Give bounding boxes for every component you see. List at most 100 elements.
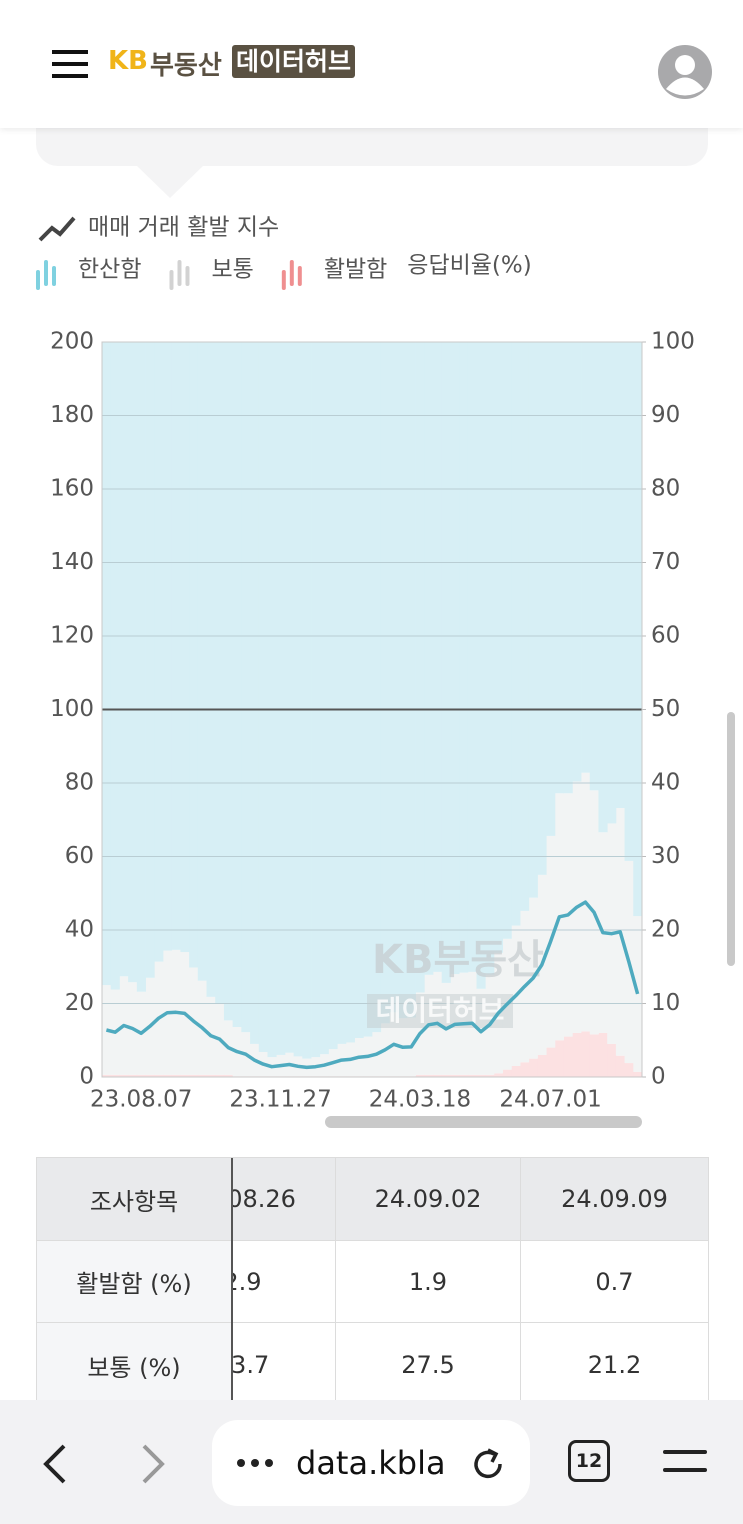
bar-segment xyxy=(589,1034,599,1077)
bar-segment xyxy=(467,342,477,972)
bar-segment xyxy=(189,1074,199,1077)
bar-segment xyxy=(476,342,486,989)
bar-segment xyxy=(389,342,399,1013)
bar-segment xyxy=(537,342,547,875)
y-tick-label: 40 xyxy=(65,917,94,943)
y-tick-label: 180 xyxy=(50,402,94,428)
bar-segment xyxy=(215,1074,225,1077)
bar-segment xyxy=(615,342,625,808)
table-cell: 24.09.02 xyxy=(336,1158,521,1241)
bar-segment xyxy=(337,342,347,1044)
bar-segment xyxy=(119,342,129,977)
bar-segment xyxy=(415,1074,425,1077)
bar-segment xyxy=(415,342,425,993)
y-tick-label: 60 xyxy=(65,843,94,869)
back-button[interactable] xyxy=(40,1442,70,1486)
bar-segment xyxy=(537,1054,547,1077)
y2-tick-label: 70 xyxy=(651,549,680,575)
bar-segment xyxy=(476,1074,486,1077)
table-cell: 33.7 xyxy=(232,1323,336,1408)
bar-segment xyxy=(598,342,608,833)
y2-tick-label: 60 xyxy=(651,623,680,649)
y2-tick-label: 50 xyxy=(651,696,680,722)
x-tick-label: 23.08.07 xyxy=(90,1087,192,1113)
bar-segment xyxy=(398,342,408,1019)
bar-segment xyxy=(380,342,390,1024)
legend-label: 활발함 xyxy=(324,257,387,283)
watermark: 데이터허브 xyxy=(376,994,505,1027)
bar-segment xyxy=(502,1069,512,1077)
bar-segment xyxy=(615,1055,625,1077)
y-tick-label: 100 xyxy=(50,696,94,722)
browser-menu[interactable] xyxy=(663,1450,707,1474)
y2-tick-label: 80 xyxy=(651,476,680,502)
tabs-button[interactable]: 12 xyxy=(568,1440,610,1482)
bar-segment xyxy=(319,342,329,1055)
legend-swatch xyxy=(169,270,174,290)
menu-button[interactable] xyxy=(52,50,90,78)
bar-segment xyxy=(633,1071,643,1077)
bar-segment xyxy=(450,1074,460,1077)
legend-label: 한산함 xyxy=(78,257,141,283)
table-cell: 27.5 xyxy=(336,1323,521,1408)
y2-tick-label: 100 xyxy=(651,329,695,355)
forward-button[interactable] xyxy=(138,1442,168,1486)
profile-button[interactable] xyxy=(657,44,713,100)
legend-swatch xyxy=(44,260,48,286)
bar-segment xyxy=(432,1074,443,1077)
horizontal-scrollbar xyxy=(325,1116,642,1128)
table-cell: 2.9 xyxy=(232,1241,336,1323)
card-pointer xyxy=(135,164,205,198)
bar-segment xyxy=(162,342,173,951)
x-tick-label: 24.07.01 xyxy=(499,1087,601,1113)
bar-segment xyxy=(406,342,416,1018)
bar-segment xyxy=(607,1043,617,1077)
bar-segment xyxy=(241,342,251,1033)
legend-swatch xyxy=(281,270,286,290)
bar-segment xyxy=(572,342,582,782)
bar-segment xyxy=(232,342,242,1028)
bar-segment xyxy=(581,1031,591,1077)
scroll-clip: 24.08.262.933.7 xyxy=(232,1158,336,1408)
bar-segment xyxy=(546,342,556,836)
table-cell: 24.08.26 xyxy=(232,1158,336,1241)
bar-segment xyxy=(511,1065,521,1077)
y2-tick-label: 0 xyxy=(651,1064,666,1090)
line-legend: 매매 거래 활발 지수 xyxy=(88,215,279,241)
table-cell: 1.9 xyxy=(336,1241,521,1323)
bar-segment xyxy=(520,342,530,911)
bar-segment xyxy=(119,1074,129,1077)
bar-segment xyxy=(276,342,286,1055)
bar-segment xyxy=(546,1047,556,1077)
y-tick-label: 120 xyxy=(50,623,94,649)
bar-segment xyxy=(624,1063,634,1077)
legend-swatch xyxy=(289,260,294,286)
bar-segment xyxy=(145,342,155,978)
y2-tick-label: 30 xyxy=(651,843,680,869)
bar-segment xyxy=(432,342,443,972)
bar-segment xyxy=(424,342,434,975)
bar-segment xyxy=(502,342,512,939)
legend-swatch xyxy=(297,266,302,286)
bar-segment xyxy=(189,342,199,968)
chart: 매매 거래 활발 지수 한산함 보통 활발함 응답비율(%)0204060801001… xyxy=(36,215,695,1128)
url-more[interactable] xyxy=(236,1458,276,1468)
reload-button[interactable] xyxy=(470,1446,506,1482)
y-tick-label: 0 xyxy=(79,1064,94,1090)
bar-segment xyxy=(493,342,504,953)
bar-segment xyxy=(136,1074,146,1077)
unit-label: 응답비율(%) xyxy=(407,253,531,279)
bar-segment xyxy=(162,1074,173,1077)
bar-segment xyxy=(633,342,643,917)
y-tick-label: 140 xyxy=(50,549,94,575)
bar-segment xyxy=(528,1058,538,1077)
bar-segment xyxy=(328,342,338,1050)
bar-segment xyxy=(345,342,355,1043)
row-label: 조사항목 xyxy=(37,1158,232,1241)
x-tick-label: 24.03.18 xyxy=(369,1087,471,1113)
bar-segment xyxy=(154,342,164,962)
bar-segment xyxy=(128,342,138,983)
bar-segment xyxy=(467,1074,477,1077)
bar-segment xyxy=(180,342,190,953)
url-bar[interactable]: data.kbla xyxy=(212,1420,530,1506)
